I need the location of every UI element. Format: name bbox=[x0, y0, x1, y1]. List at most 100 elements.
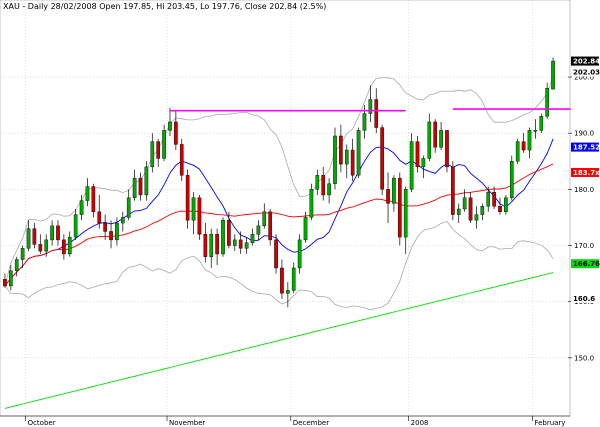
candle-body bbox=[439, 130, 443, 148]
candle-body bbox=[168, 121, 172, 131]
price-tag-label: 202.036 bbox=[573, 68, 600, 76]
candle-body bbox=[32, 228, 37, 245]
candle-body bbox=[26, 228, 31, 249]
candle-body bbox=[362, 113, 367, 131]
candle-body bbox=[480, 205, 485, 215]
price-tag-label: 183.7xx bbox=[573, 169, 600, 177]
candle-body bbox=[380, 127, 384, 190]
ma-long-line bbox=[4, 272, 554, 409]
upper-band-line bbox=[4, 75, 554, 287]
y-tick-label: 180.0 bbox=[574, 186, 594, 194]
candle-body bbox=[427, 121, 432, 159]
candle-body bbox=[73, 214, 78, 238]
candle-body bbox=[445, 130, 449, 168]
x-tick-label: 2008 bbox=[411, 419, 429, 427]
candle-body bbox=[509, 161, 514, 198]
candle-body bbox=[67, 236, 72, 255]
candle-body bbox=[244, 242, 249, 249]
price-tag-box bbox=[571, 293, 599, 303]
price-tag-box bbox=[571, 142, 599, 152]
candle-body bbox=[468, 197, 473, 221]
candle-body bbox=[291, 267, 296, 291]
candle-body bbox=[515, 141, 520, 162]
price-axis: 150.0160.0170.0180.0190.0200.0202.84202.… bbox=[568, 56, 600, 362]
candle-body bbox=[403, 189, 408, 238]
candle-body bbox=[203, 234, 208, 257]
y-tick-label: 200.0 bbox=[574, 74, 594, 82]
candle-body bbox=[144, 166, 149, 196]
price-tag-label: 166.764 bbox=[573, 260, 600, 268]
candle-body bbox=[309, 189, 314, 218]
candle-body bbox=[386, 189, 390, 204]
candle-body bbox=[433, 121, 438, 148]
candle-body bbox=[504, 197, 508, 213]
candle-body bbox=[456, 208, 461, 215]
candle-body bbox=[451, 166, 455, 215]
candle-body bbox=[50, 225, 54, 241]
candle-body bbox=[79, 200, 84, 215]
candle-body bbox=[209, 234, 214, 257]
grid-layer bbox=[0, 0, 570, 416]
candle-body bbox=[150, 141, 155, 168]
candle-body bbox=[545, 88, 549, 117]
candle-body bbox=[126, 197, 131, 218]
candle-body bbox=[333, 135, 337, 184]
candle-body bbox=[339, 135, 343, 165]
candle-body bbox=[356, 130, 361, 176]
candle-body bbox=[156, 141, 161, 159]
candle-body bbox=[462, 197, 467, 210]
moving-averages bbox=[4, 138, 554, 409]
candle-body bbox=[9, 270, 13, 287]
candle-body bbox=[91, 186, 96, 213]
lower-band-line bbox=[4, 221, 554, 311]
candle-body bbox=[162, 130, 166, 159]
resistance-lines bbox=[169, 108, 571, 112]
candle-body bbox=[262, 211, 267, 227]
price-tag-box bbox=[571, 56, 599, 66]
candle-body bbox=[20, 248, 25, 260]
candle-body bbox=[321, 175, 326, 196]
candle-body bbox=[533, 130, 538, 132]
candle-body bbox=[215, 234, 219, 255]
chart-header: XAU - Daily 28/02/2008 Open 197.85, Hi 2… bbox=[3, 2, 326, 11]
price-tag-label: 160.6 bbox=[573, 295, 595, 303]
price-tag-box bbox=[571, 259, 599, 269]
candle-body bbox=[14, 259, 19, 271]
candle-body bbox=[56, 225, 60, 241]
ma-short-line bbox=[4, 138, 554, 287]
candle-body bbox=[120, 217, 125, 224]
candle-body bbox=[274, 239, 278, 269]
candle-body bbox=[527, 130, 532, 151]
candle-body bbox=[551, 60, 555, 90]
candle-body bbox=[397, 177, 402, 238]
candle-body bbox=[392, 177, 396, 204]
candle-body bbox=[368, 99, 373, 114]
x-tick-label: November bbox=[169, 419, 206, 427]
candle-body bbox=[227, 220, 231, 246]
candle-body bbox=[539, 116, 544, 131]
candle-body bbox=[109, 231, 113, 241]
x-tick-label: October bbox=[28, 419, 56, 427]
y-tick-label: 150.0 bbox=[574, 354, 594, 362]
candle-body bbox=[268, 211, 272, 241]
candle-body bbox=[62, 239, 66, 255]
candle-body bbox=[85, 186, 90, 201]
x-tick-label: December bbox=[293, 419, 329, 427]
candle-body bbox=[221, 220, 225, 255]
candle-body bbox=[492, 191, 496, 207]
x-tick-label: February bbox=[534, 419, 565, 427]
candle-body bbox=[132, 177, 137, 198]
candle-body bbox=[498, 205, 502, 213]
ma-mid-line bbox=[4, 163, 554, 287]
candle-body bbox=[327, 183, 331, 196]
candle-body bbox=[280, 267, 284, 294]
date-axis: October November December 2008 February bbox=[0, 415, 570, 427]
candle-body bbox=[174, 121, 178, 145]
candle-body bbox=[191, 197, 196, 221]
candle-body bbox=[38, 244, 43, 252]
candle-body bbox=[474, 214, 479, 221]
candle-body bbox=[179, 144, 184, 176]
candle-body bbox=[344, 149, 349, 165]
